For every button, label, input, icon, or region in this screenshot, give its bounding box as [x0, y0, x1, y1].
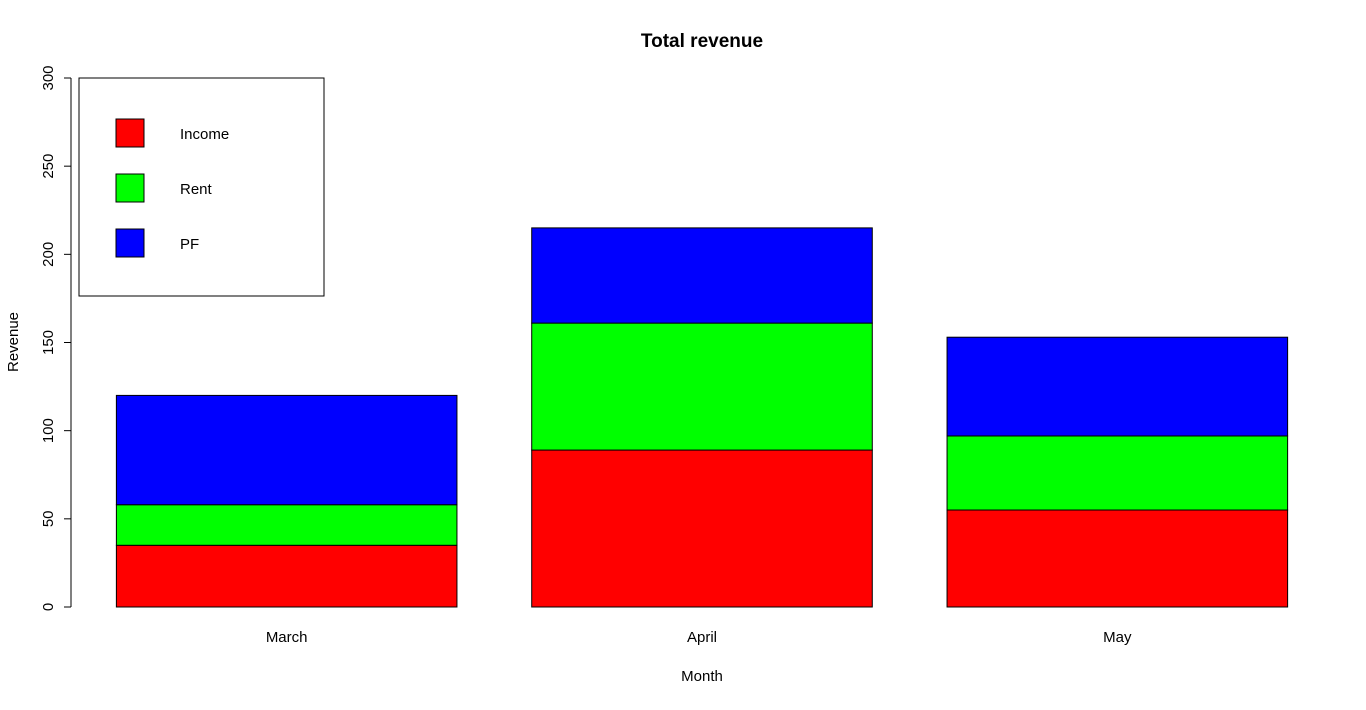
bars: [115, 227, 1289, 608]
y-tick-label: 50: [40, 510, 57, 527]
y-tick-label: 150: [40, 330, 57, 355]
x-axis-labels: March April May: [266, 629, 1132, 646]
bar-april-pf: [531, 227, 873, 324]
bar-march-rent: [115, 504, 458, 546]
y-tick-label: 250: [40, 154, 57, 179]
bar-april-income: [531, 449, 873, 608]
x-tick-label: April: [687, 629, 717, 646]
bar-march-pf: [115, 394, 458, 506]
legend-label-income: Income: [180, 126, 229, 143]
x-tick-label: May: [1103, 629, 1132, 646]
legend: Income Rent PF: [78, 77, 325, 297]
x-tick-label: March: [266, 629, 308, 646]
bar-april-rent: [531, 322, 873, 451]
legend-label-rent: Rent: [180, 181, 213, 198]
y-tick-label: 300: [40, 65, 57, 90]
legend-swatch-rent: [115, 173, 145, 203]
y-tick-label: 100: [40, 418, 57, 443]
y-axis: 0 50 100 150 200 250 300: [40, 65, 72, 611]
bar-march-income: [115, 544, 458, 608]
legend-label-pf: PF: [180, 236, 199, 253]
y-tick-label: 0: [40, 603, 57, 611]
x-axis-label: Month: [681, 668, 723, 685]
bar-may-rent: [946, 435, 1289, 511]
legend-swatch-pf: [115, 228, 145, 258]
bar-may-pf: [946, 336, 1289, 437]
y-tick-label: 200: [40, 242, 57, 267]
y-axis-label: Revenue: [5, 312, 22, 372]
bar-may-income: [946, 509, 1289, 608]
legend-swatch-income: [115, 118, 145, 148]
chart-title: Total revenue: [641, 31, 763, 52]
